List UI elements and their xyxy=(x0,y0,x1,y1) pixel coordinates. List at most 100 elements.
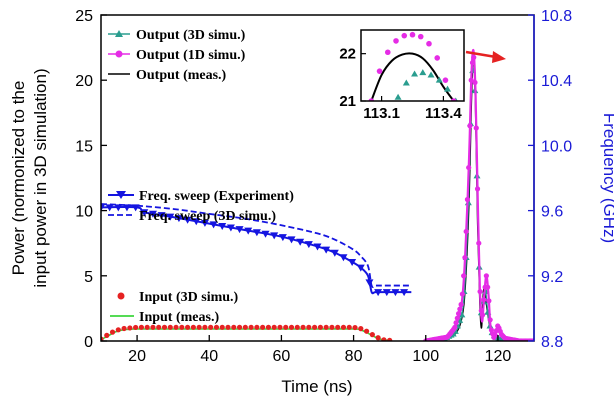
inset-marker-output-1d-simu xyxy=(393,38,399,44)
marker-freq-sweep-experiment xyxy=(287,236,296,244)
inset-y-tick-label: 21 xyxy=(339,93,356,110)
legend-label-output-1d: Output (1D simu.) xyxy=(136,48,246,63)
marker-freq-sweep-experiment xyxy=(226,224,235,232)
x-axis-label: Time (ns) xyxy=(281,377,352,396)
marker-output-1d-simu xyxy=(473,125,479,131)
y-axis-label-line1: Power (normonized to the xyxy=(9,81,28,276)
marker-freq-sweep-experiment xyxy=(192,218,201,226)
marker-freq-sweep-experiment xyxy=(209,221,218,229)
marker-freq-sweep-experiment xyxy=(322,246,331,254)
marker-output-1d-simu xyxy=(487,317,493,323)
marker-output-1d-simu xyxy=(462,254,468,261)
marker-input-3d-simu xyxy=(144,324,150,330)
marker-output-1d-simu xyxy=(485,284,491,290)
inset-y-tick-label: 22 xyxy=(339,46,356,63)
marker-freq-sweep-experiment xyxy=(374,289,383,297)
marker-input-3d-simu xyxy=(133,324,139,331)
marker-output-1d-simu xyxy=(459,291,465,297)
marker-input-3d-simu xyxy=(109,329,116,335)
marker-output-1d-simu xyxy=(486,298,492,304)
marker-input-3d-simu xyxy=(208,324,214,330)
marker-input-3d-simu xyxy=(317,324,323,330)
marker-input-3d-simu xyxy=(173,324,179,330)
inset-marker-output-1d-simu xyxy=(376,68,383,74)
marker-input-3d-simu xyxy=(335,324,341,330)
legend-marker-output-1d xyxy=(115,50,123,58)
marker-freq-sweep-experiment xyxy=(122,204,131,212)
marker-input-3d-simu xyxy=(185,324,191,330)
marker-freq-sweep-experiment xyxy=(148,210,157,218)
inset-x-tick-label: 113.4 xyxy=(425,105,462,122)
inset-marker-output-3d-simu xyxy=(411,70,419,77)
marker-output-1d-simu xyxy=(464,196,471,203)
marker-input-3d-simu xyxy=(352,324,358,331)
marker-input-3d-simu xyxy=(277,324,283,330)
marker-freq-sweep-experiment xyxy=(174,215,183,223)
plot-area xyxy=(101,49,534,341)
marker-input-3d-simu xyxy=(340,324,347,330)
marker-input-3d-simu xyxy=(196,324,202,330)
marker-input-3d-simu xyxy=(179,324,185,330)
marker-output-1d-simu xyxy=(479,312,486,318)
inset-x-tick-label: 113.1 xyxy=(363,105,400,122)
marker-output-1d-simu xyxy=(469,60,476,66)
x-tick-label: 100 xyxy=(412,348,439,365)
marker-freq-sweep-experiment xyxy=(278,234,287,242)
y2-axis-label: Frequency (GHz) xyxy=(600,113,614,243)
marker-output-1d-simu xyxy=(467,123,473,129)
marker-input-3d-simu xyxy=(138,324,145,330)
marker-freq-sweep-experiment xyxy=(166,213,175,221)
y2-tick-label: 10.0 xyxy=(541,138,572,155)
marker-input-3d-simu xyxy=(306,324,312,330)
marker-output-1d-simu xyxy=(457,306,463,312)
marker-input-3d-simu xyxy=(369,332,375,338)
legend-bottom: Input (3D simu.) Input (meas.) xyxy=(110,290,239,325)
marker-freq-sweep-experiment xyxy=(296,238,305,246)
inset-series-output-1d-simu xyxy=(368,31,457,101)
series-input-meas xyxy=(101,328,390,341)
marker-output-1d-simu xyxy=(453,320,459,326)
marker-freq-sweep-experiment xyxy=(252,229,261,237)
marker-freq-sweep-experiment xyxy=(183,216,192,224)
marker-input-3d-simu xyxy=(381,337,387,341)
axis-ticks: 20 40 60 80 100 120 0 5 10 15 20 25 8.8 9.2 9.6 10.0 10.… xyxy=(75,8,572,365)
marker-input-3d-simu xyxy=(213,324,220,330)
y-tick-label: 5 xyxy=(84,269,93,286)
inset-axis-ticks: 113.1 113.4 21 22 xyxy=(339,46,462,122)
marker-input-3d-simu xyxy=(190,324,196,330)
marker-input-3d-simu xyxy=(294,324,300,330)
y-tick-label: 0 xyxy=(84,334,93,351)
inset-marker-output-3d-simu xyxy=(444,85,452,92)
marker-freq-sweep-experiment xyxy=(330,249,339,257)
marker-output-1d-simu xyxy=(455,311,462,317)
series-output-3d-simu xyxy=(438,58,508,341)
marker-output-1d-simu xyxy=(476,240,482,246)
x-tick-label: 20 xyxy=(128,348,146,365)
marker-output-1d-simu xyxy=(481,297,487,303)
marker-output-1d-simu xyxy=(472,79,478,86)
marker-freq-sweep-experiment xyxy=(235,226,244,234)
marker-input-3d-simu xyxy=(156,324,162,330)
y2-tick-label: 10.8 xyxy=(541,8,572,25)
legend-marker-input-3d xyxy=(117,292,125,300)
marker-input-3d-simu xyxy=(219,324,225,330)
marker-input-3d-simu xyxy=(323,324,329,330)
marker-freq-sweep-experiment xyxy=(140,209,149,217)
legend-label-sweep-3d: Freq. sweep (3D simu.) xyxy=(139,209,276,224)
marker-freq-sweep-experiment xyxy=(304,241,313,249)
marker-input-3d-simu xyxy=(260,324,266,330)
inset-marker-output-1d-simu xyxy=(384,49,391,56)
marker-freq-sweep-experiment xyxy=(261,230,270,238)
inset-marker-output-1d-simu xyxy=(417,33,424,40)
marker-input-3d-simu xyxy=(121,325,127,332)
marker-freq-sweep-experiment xyxy=(105,204,114,212)
inset-plot-area xyxy=(368,31,458,101)
y2-tick-label: 10.4 xyxy=(541,73,572,90)
legend-label-input-meas: Input (meas.) xyxy=(139,310,219,325)
marker-freq-sweep-experiment xyxy=(200,219,209,227)
marker-output-1d-simu xyxy=(477,288,483,295)
marker-freq-sweep-experiment xyxy=(131,204,140,212)
y-tick-label: 25 xyxy=(75,8,93,25)
marker-output-1d-simu xyxy=(474,186,481,192)
